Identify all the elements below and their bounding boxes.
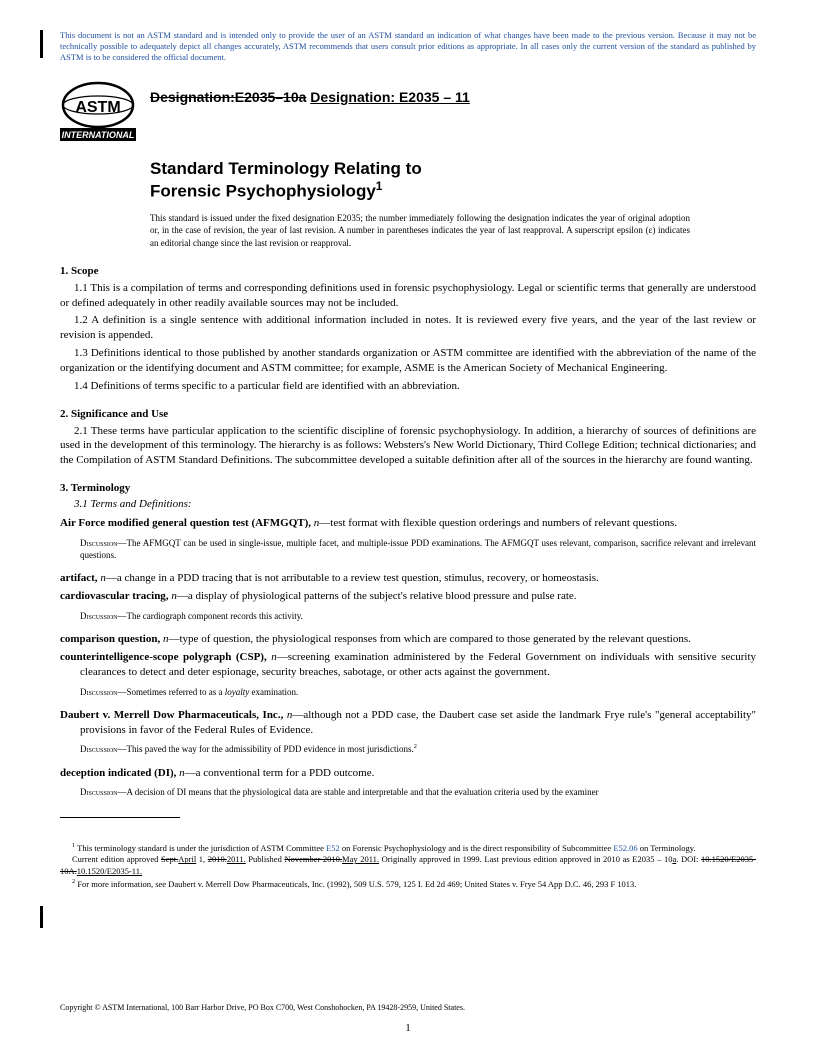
footnote-1: 1 This terminology standard is under the… [60,842,756,855]
doc-title: Standard Terminology Relating to Forensi… [150,158,756,202]
term-compq: comparison question, n—type of question,… [60,632,756,647]
term-def: —type of question, the physiological res… [169,633,691,645]
title-line2: Forensic Psychophysiology [150,182,376,201]
sub-3-1: 3.1 Terms and Definitions: [60,498,756,510]
para-1-1: 1.1 This is a compilation of terms and c… [60,281,756,311]
term-def: —a conventional term for a PDD outcome. [185,767,375,779]
fn-link[interactable]: E52 [326,842,340,852]
designation-line: Designation:E2035–10a Designation: E2035… [150,89,470,105]
term-daubert: Daubert v. Merrell Dow Pharmaceuticals, … [60,708,756,738]
fn-text: Published [246,854,285,864]
discussion-cardio: Discussion—The cardiograph component rec… [80,610,756,622]
fn-text: Originally approved in 1999. Last previo… [379,854,672,864]
page-number: 1 [0,1022,816,1034]
para-1-2: 1.2 A definition is a single sentence wi… [60,313,756,343]
footnote-separator [60,817,180,818]
discussion-di: Discussion—A decision of DI means that t… [80,786,756,798]
title-sup: 1 [376,179,383,193]
fn-text: Current edition approved [72,854,161,864]
term-def: —test format with flexible question orde… [319,517,677,529]
document-page: This document is not an ASTM standard an… [0,0,816,921]
fn-strike: 2010. [208,854,227,864]
term-name: cardiovascular tracing, [60,590,169,602]
discussion-text: —The AFMGQT can be used in single-issue,… [80,538,756,560]
term-name: counterintelligence-scope polygraph (CSP… [60,651,267,663]
term-di: deception indicated (DI), n—a convention… [60,766,756,781]
discussion-italic: loyalty [225,687,250,697]
discussion-text: —This paved the way for the admissibilit… [118,744,414,754]
discussion-text: examination. [249,687,298,697]
discussion-label: Discussion [80,787,118,797]
fn-underline: 10.1520/E2035-11. [77,866,142,876]
fn-underline: May 2011. [342,854,379,864]
term-csp: counterintelligence-scope polygraph (CSP… [60,650,756,680]
title-line1: Standard Terminology Relating to [150,159,422,178]
term-name: Daubert v. Merrell Dow Pharmaceuticals, … [60,709,283,721]
footnotes-block: 1 This terminology standard is under the… [60,838,756,891]
term-artifact: artifact, n—a change in a PDD tracing th… [60,571,756,586]
discussion-label: Discussion [80,687,118,697]
fn-strike: November 2010. [284,854,342,864]
term-def: —a change in a PDD tracing that is not a… [106,572,599,584]
term-cardio: cardiovascular tracing, n—a display of p… [60,589,756,604]
para-1-4: 1.4 Definitions of terms specific to a p… [60,379,756,394]
fn-strike: Sept. [161,854,178,864]
change-bar-top [40,30,43,58]
fn-text: For more information, see Daubert v. Mer… [75,879,636,889]
term-name: deception indicated (DI), [60,767,176,779]
section-3-head: 3. Terminology [60,482,756,494]
copyright-line: Copyright © ASTM International, 100 Barr… [60,1003,465,1012]
fn-underline: April [178,854,196,864]
discussion-csp: Discussion—Sometimes referred to as a lo… [80,686,756,698]
para-2-1: 2.1 These terms have particular applicat… [60,424,756,469]
term-afmgqt: Air Force modified general question test… [60,516,756,531]
discussion-text: —A decision of DI means that the physiol… [118,787,599,797]
astm-logo: ASTM INTERNATIONAL [60,81,136,148]
discussion-label: Discussion [80,538,118,548]
discussion-label: Discussion [80,744,118,754]
svg-text:INTERNATIONAL: INTERNATIONAL [62,130,135,140]
fn-link[interactable]: E52.06 [613,842,637,852]
new-designation: Designation: E2035 – 11 [310,89,470,105]
section-1-head: 1. Scope [60,265,756,277]
footnote-1b: Current edition approved Sept.April 1, 2… [60,854,756,878]
fn-text: This terminology standard is under the j… [75,842,326,852]
fn-text: on Terminology. [638,842,696,852]
issued-note: This standard is issued under the fixed … [150,212,690,248]
discussion-sup: 2 [414,743,417,750]
fn-text: . DOI: [676,854,701,864]
fn-underline: 2011. [227,854,246,864]
discussion-label: Discussion [80,611,118,621]
discussion-afmgqt: Discussion—The AFMGQT can be used in sin… [80,537,756,561]
section-2-head: 2. Significance and Use [60,408,756,420]
discussion-text: —Sometimes referred to as a [118,687,225,697]
para-1-3: 1.3 Definitions identical to those publi… [60,346,756,376]
discussion-daubert: Discussion—This paved the way for the ad… [80,743,756,755]
fn-text: on Forensic Psychophysiology and is the … [340,842,614,852]
term-def: —a display of physiological patterns of … [177,590,577,602]
title-block: Standard Terminology Relating to Forensi… [150,158,756,202]
term-name: comparison question, [60,633,160,645]
old-designation: Designation:E2035–10a [150,89,306,105]
change-bar-footnote [40,906,43,928]
term-name: Air Force modified general question test… [60,517,311,529]
discussion-text: —The cardiograph component records this … [118,611,303,621]
footnote-2: 2 For more information, see Daubert v. M… [60,878,756,891]
term-name: artifact, [60,572,98,584]
header-row: ASTM INTERNATIONAL Designation:E2035–10a… [60,81,756,148]
fn-text: 1, [196,854,208,864]
disclaimer-text: This document is not an ASTM standard an… [60,30,756,63]
svg-text:ASTM: ASTM [75,99,120,116]
